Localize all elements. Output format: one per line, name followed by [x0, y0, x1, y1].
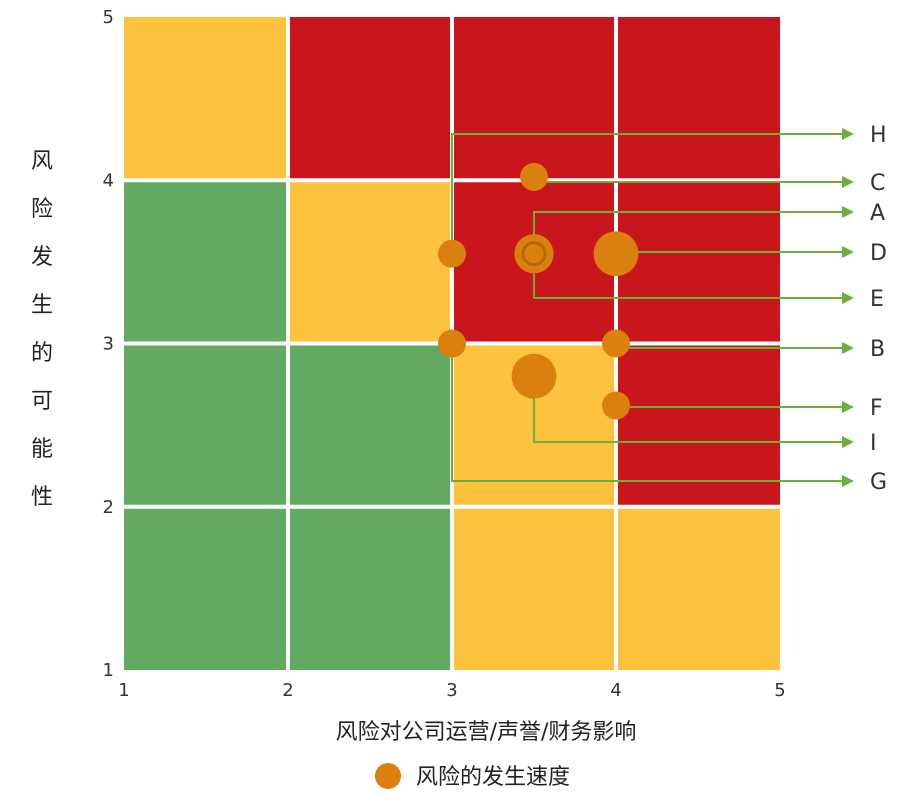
heatmap-cell-yellow [288, 180, 452, 344]
legend: 风险的发生速度 [375, 763, 570, 790]
leader-arrow-f [842, 401, 854, 413]
risk-label-g: G [870, 470, 887, 495]
risk-bubble-d [593, 231, 639, 277]
y-tick-label: 2 [103, 497, 114, 518]
heatmap-cell-red [616, 343, 780, 507]
y-tick-label: 3 [103, 334, 114, 355]
x-axis-ticks: 1 2 3 4 5 [118, 680, 785, 701]
leader-arrow-c [842, 176, 854, 188]
risk-label-d: D [870, 241, 887, 266]
leader-arrow-h [842, 128, 854, 140]
risk-bubble-i [511, 353, 557, 399]
leader-arrow-d [842, 246, 854, 258]
risk-bubble-a [521, 241, 547, 267]
leader-arrow-a [842, 206, 854, 218]
leader-line-g [451, 343, 842, 482]
risk-label-h: H [870, 123, 887, 148]
y-axis-title-char: 险 [31, 197, 53, 222]
heatmap-cell-red [288, 17, 452, 181]
y-axis-title-char: 性 [31, 485, 53, 510]
leader-arrow-g [842, 475, 854, 487]
risk-label-a: A [870, 201, 885, 226]
y-axis-title-char: 风 [31, 149, 53, 174]
risk-label-c: C [870, 171, 885, 196]
y-axis-title-char: 可 [31, 389, 53, 414]
heatmap-cell-green [124, 506, 288, 670]
x-tick-label: 1 [118, 680, 129, 701]
heatmap-cell-yellow [124, 17, 288, 181]
legend-label: 风险的发生速度 [416, 765, 570, 790]
y-axis-title-char: 生 [31, 293, 53, 318]
y-axis-ticks: 1 2 3 4 5 [103, 7, 114, 681]
risk-bubble-core-a [528, 247, 540, 260]
y-tick-label: 4 [103, 170, 114, 191]
leader-line-h [451, 133, 842, 254]
heatmap-cell-green [124, 180, 288, 344]
risk-bubble-b [602, 329, 630, 358]
risk-bubble-g [438, 329, 466, 358]
risk-bubble-c [520, 162, 548, 191]
y-axis-title-char: 发 [31, 245, 53, 270]
x-tick-label: 5 [774, 680, 785, 701]
risk-heatmap [124, 17, 780, 670]
risk-label-e: E [870, 287, 884, 312]
x-tick-label: 2 [282, 680, 293, 701]
risk-bubbles [438, 162, 639, 420]
heatmap-cell-yellow [616, 506, 780, 670]
heatmap-cell-red [616, 17, 780, 181]
risk-label-i: I [870, 431, 877, 456]
heatmap-cell-green [124, 343, 288, 507]
legend-bubble-icon [375, 763, 401, 789]
y-tick-label: 5 [103, 7, 114, 28]
x-tick-label: 3 [446, 680, 457, 701]
risk-bubble-f [602, 391, 630, 420]
x-tick-label: 4 [610, 680, 621, 701]
heatmap-cell-red [616, 180, 780, 344]
heatmap-cell-green [288, 343, 452, 507]
heatmap-cell-yellow [452, 506, 616, 670]
leader-arrow-i [842, 436, 854, 448]
risk-bubble-h [438, 239, 466, 268]
leader-arrow-b [842, 342, 854, 354]
y-axis-title-char: 能 [31, 437, 53, 462]
risk-label-b: B [870, 337, 885, 362]
risk-label-f: F [870, 396, 883, 421]
y-tick-label: 1 [103, 660, 114, 681]
heatmap-cell-green [288, 506, 452, 670]
x-axis-title: 风险对公司运营/声誉/财务影响 [336, 720, 637, 745]
leader-arrow-e [842, 292, 854, 304]
y-axis-title-char: 的 [31, 341, 53, 366]
heatmap-cell-red [452, 17, 616, 181]
